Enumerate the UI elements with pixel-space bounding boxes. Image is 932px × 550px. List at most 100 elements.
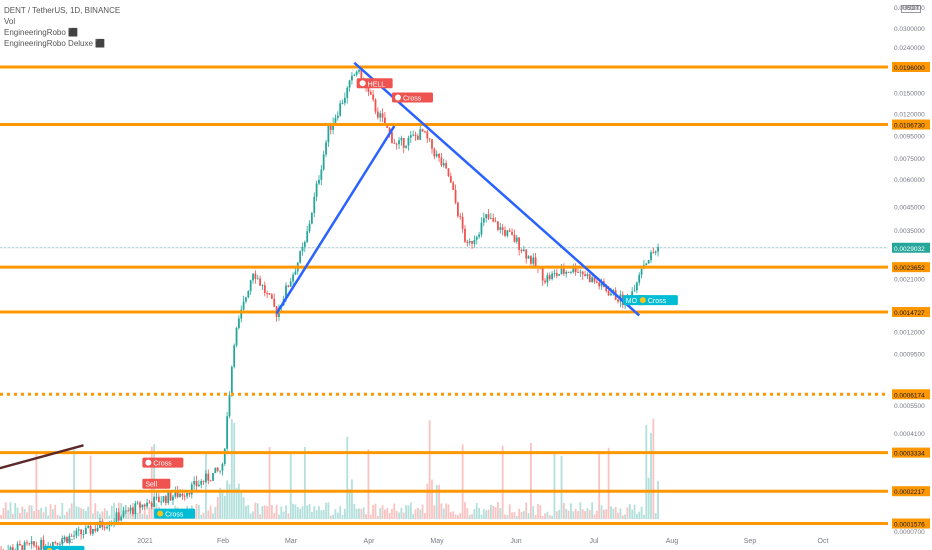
candle-body	[77, 529, 80, 531]
volume-bar	[400, 507, 403, 519]
candle-body	[464, 228, 466, 242]
volume-bar	[245, 505, 247, 519]
level-label-bg	[892, 62, 930, 72]
candle-body	[499, 227, 502, 230]
time-axis-label: May	[430, 538, 444, 545]
volume-bar	[610, 506, 612, 519]
volume-bar	[605, 509, 608, 519]
volume-bar	[631, 509, 634, 519]
volume-bar	[355, 508, 358, 519]
candle-body	[409, 135, 412, 138]
candle-body	[381, 113, 384, 118]
candle-body	[190, 484, 193, 495]
trendlines	[0, 61, 641, 470]
volume-bar	[567, 510, 570, 519]
axis-tick-label: 0.0060000	[894, 177, 925, 184]
volume-bar	[447, 504, 450, 519]
signal-text: Cross	[54, 549, 73, 550]
volume-bar	[339, 506, 342, 519]
volume-bar	[431, 479, 433, 519]
candle-body	[150, 503, 153, 507]
indicator-engineeringrobo[interactable]: EngineeringRobo ⬛	[4, 28, 79, 37]
volume-bar	[626, 507, 629, 519]
volume-bar	[9, 502, 12, 519]
volume-bar	[358, 508, 360, 519]
axis-tick-label: 0.0300000	[894, 26, 925, 33]
volume-bar	[504, 514, 506, 519]
volume-bar	[565, 508, 568, 519]
candle-body	[339, 103, 342, 116]
candle-body	[35, 545, 38, 548]
indicator-engineeringrobo-deluxe[interactable]: EngineeringRobo Deluxe ⬛	[4, 39, 106, 48]
candle-body	[508, 230, 511, 232]
volume-bar	[530, 442, 532, 519]
candle-body	[372, 94, 375, 100]
volume-bars	[0, 418, 659, 519]
axis-tick-label: 0.0240000	[894, 45, 925, 52]
level-label: 0.0196000	[894, 65, 925, 72]
candle-body	[268, 293, 271, 295]
volume-bar	[207, 510, 210, 519]
volume-bar	[219, 487, 221, 519]
indicator-vol[interactable]: Vol	[4, 17, 16, 26]
candle-body	[442, 163, 445, 166]
volume-bar	[30, 505, 33, 519]
volume-bar	[353, 503, 356, 519]
candle-body	[595, 281, 598, 283]
candle-body	[172, 496, 174, 501]
volume-bar	[593, 514, 596, 519]
candle-body	[68, 535, 71, 543]
volume-bar	[287, 513, 290, 519]
candle-body	[497, 221, 499, 230]
symbol-line[interactable]: DENT / TetherUS, 1D, BINANCE	[4, 6, 121, 15]
volume-bar	[381, 505, 384, 519]
signal-badge-bg	[142, 478, 171, 489]
candle-body	[139, 502, 141, 508]
volume-bar	[106, 510, 108, 519]
volume-bar	[4, 502, 7, 519]
candle-body	[332, 122, 334, 130]
volume-bar	[393, 503, 396, 519]
volume-bar	[614, 506, 617, 519]
candle-body	[66, 536, 68, 543]
candle-body	[647, 260, 650, 264]
candle-body	[167, 492, 170, 503]
candle-body	[16, 543, 19, 550]
signal-badge: Sell	[142, 478, 171, 489]
candle-body	[548, 275, 551, 280]
volume-bar	[369, 514, 372, 519]
candle-body	[431, 139, 433, 149]
volume-bar	[37, 509, 40, 519]
volume-bar	[475, 502, 478, 519]
volume-bar	[26, 512, 28, 519]
candle-body	[591, 277, 594, 282]
volume-bar	[548, 515, 551, 519]
candle-body	[179, 493, 181, 497]
candle-body	[329, 125, 332, 130]
level-label: 0.0002217	[894, 489, 925, 496]
candle-body	[254, 273, 257, 279]
volume-bar	[414, 509, 417, 519]
volume-bar	[209, 505, 212, 519]
volume-bar	[325, 502, 327, 519]
volume-bar	[442, 508, 445, 519]
candle-body	[645, 263, 648, 265]
volume-bar	[146, 514, 148, 519]
volume-bar	[407, 505, 410, 519]
candle-body	[261, 285, 264, 287]
candle-body	[553, 273, 556, 274]
volume-bar	[426, 483, 429, 519]
candle-body	[402, 138, 405, 148]
volume-bar	[296, 507, 299, 519]
volume-bar	[266, 505, 269, 519]
volume-bar	[94, 503, 97, 519]
volume-bar	[14, 503, 17, 519]
volume-bar	[16, 507, 19, 519]
volume-bar	[301, 506, 304, 519]
candle-body	[59, 544, 61, 546]
volume-bar	[466, 508, 469, 519]
volume-bar	[11, 513, 14, 519]
candle-body	[19, 543, 21, 546]
volume-bar	[598, 451, 601, 519]
